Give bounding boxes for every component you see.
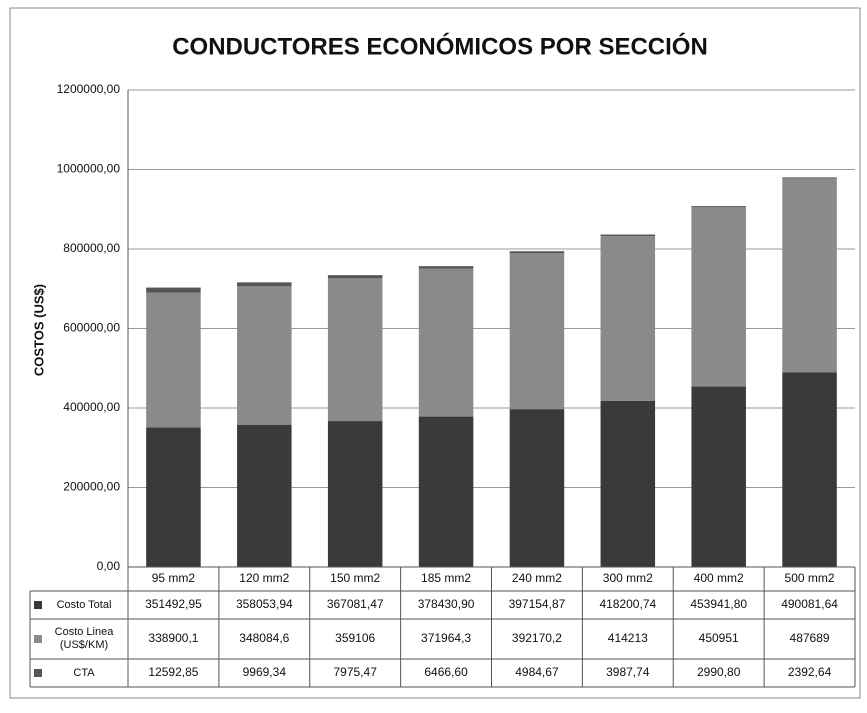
y-tick-label: 1000000,00 bbox=[57, 162, 121, 176]
bar-segment bbox=[691, 386, 746, 567]
table-cell: 6466,60 bbox=[424, 665, 468, 679]
table-cell: 7975,47 bbox=[333, 665, 377, 679]
bar-segment bbox=[327, 421, 383, 567]
bar-segment bbox=[146, 292, 201, 428]
table-cell: 450951 bbox=[699, 631, 739, 645]
bar-segment bbox=[600, 234, 656, 237]
bar-segment bbox=[146, 287, 201, 293]
bar-segment bbox=[782, 177, 837, 179]
y-tick-label: 0,00 bbox=[97, 559, 121, 573]
table-cell: 418200,74 bbox=[599, 597, 656, 611]
bar-segment bbox=[327, 278, 383, 422]
legend-label-box: Costo Linea (US$/KM) bbox=[54, 626, 114, 651]
table-cell: 358053,94 bbox=[236, 597, 293, 611]
table-cell: 414213 bbox=[608, 631, 648, 645]
table-cell: 371964,3 bbox=[421, 631, 471, 645]
bar-segment bbox=[418, 268, 474, 417]
legend-label: Costo Total bbox=[56, 598, 112, 611]
table-cell: 397154,87 bbox=[509, 597, 566, 611]
chart-border bbox=[9, 7, 861, 699]
bar-segment bbox=[237, 286, 292, 425]
bar-segment bbox=[146, 427, 201, 567]
table-cell: 2392,64 bbox=[788, 665, 832, 679]
bar-segment bbox=[600, 400, 656, 567]
bar-segment bbox=[691, 207, 746, 387]
table-cell: 487689 bbox=[790, 631, 830, 645]
y-tick-label: 200000,00 bbox=[63, 480, 120, 494]
x-tick-label: 95 mm2 bbox=[152, 571, 196, 585]
table-cell: 351492,95 bbox=[145, 597, 202, 611]
table-cell: 453941,80 bbox=[690, 597, 747, 611]
bar-segment bbox=[509, 251, 565, 254]
y-tick-label: 1200000,00 bbox=[57, 82, 121, 96]
bar-segment bbox=[600, 236, 656, 401]
bar-segment bbox=[237, 282, 292, 287]
table-cell: 2990,80 bbox=[697, 665, 741, 679]
table-cell: 348084,6 bbox=[239, 631, 289, 645]
x-tick-label: 300 mm2 bbox=[603, 571, 653, 585]
table-cell: 490081,64 bbox=[781, 597, 838, 611]
legend-swatch bbox=[34, 635, 42, 643]
legend-label-box: Costo Total bbox=[56, 598, 112, 611]
bar-segment bbox=[418, 266, 474, 269]
legend-label: Costo Linea (US$/KM) bbox=[54, 626, 114, 651]
bar-segment bbox=[782, 178, 837, 373]
table-cell: 12592,85 bbox=[148, 665, 198, 679]
bar-segment bbox=[237, 424, 292, 567]
table-cell: 367081,47 bbox=[327, 597, 384, 611]
table-cell: 378430,90 bbox=[418, 597, 475, 611]
table-cell: 338900,1 bbox=[148, 631, 198, 645]
y-tick-label: 400000,00 bbox=[63, 400, 120, 414]
table-cell: 9969,34 bbox=[243, 665, 287, 679]
table-cell: 3987,74 bbox=[606, 665, 650, 679]
x-tick-label: 150 mm2 bbox=[330, 571, 380, 585]
y-axis-title: COSTOS (US$) bbox=[31, 284, 46, 376]
bar-segment bbox=[327, 275, 383, 279]
table-cell: 392170,2 bbox=[512, 631, 562, 645]
x-tick-label: 185 mm2 bbox=[421, 571, 471, 585]
y-tick-label: 800000,00 bbox=[63, 241, 120, 255]
y-tick-label: 600000,00 bbox=[63, 321, 120, 335]
bar-segment bbox=[691, 206, 746, 208]
x-tick-label: 400 mm2 bbox=[694, 571, 744, 585]
bar-segment bbox=[509, 253, 565, 410]
bar-segment bbox=[782, 372, 837, 567]
x-tick-label: 500 mm2 bbox=[785, 571, 835, 585]
x-tick-label: 240 mm2 bbox=[512, 571, 562, 585]
table-cell: 359106 bbox=[335, 631, 375, 645]
table-cell: 4984,67 bbox=[515, 665, 559, 679]
x-tick-label: 120 mm2 bbox=[239, 571, 289, 585]
bar-segment bbox=[509, 409, 565, 567]
chart-title: CONDUCTORES ECONÓMICOS POR SECCIÓN bbox=[172, 32, 708, 60]
legend-swatch bbox=[34, 601, 42, 609]
legend-label: CTA bbox=[73, 666, 95, 679]
bar-segment bbox=[418, 416, 474, 567]
legend-label-box: CTA bbox=[73, 666, 95, 679]
legend-swatch bbox=[34, 669, 42, 677]
